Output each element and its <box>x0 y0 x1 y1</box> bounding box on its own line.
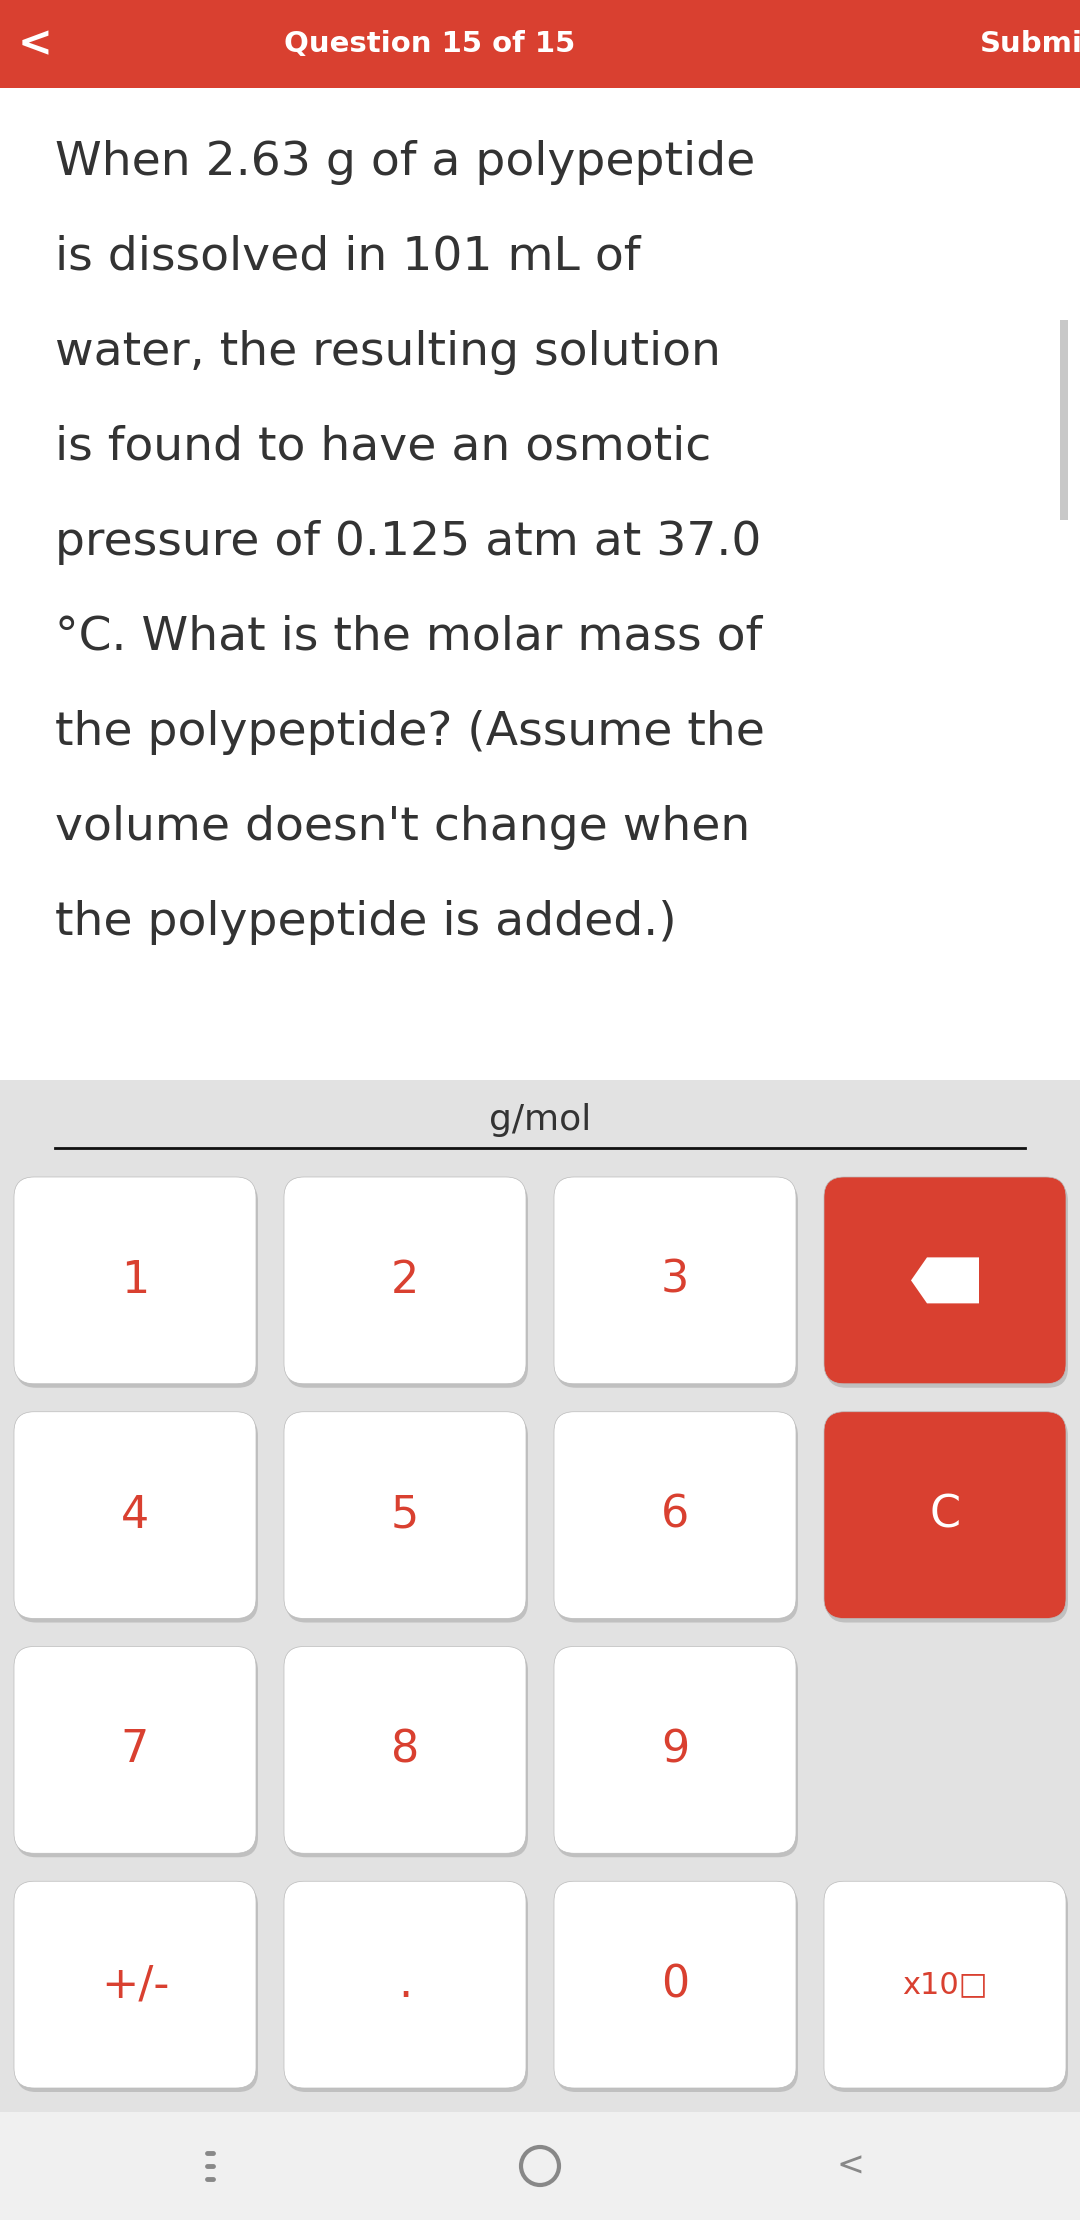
Bar <box>0 0 1080 89</box>
Text: x10□: x10□ <box>902 1969 988 2000</box>
Text: pressure of 0.125 atm at 37.0: pressure of 0.125 atm at 37.0 <box>55 519 761 566</box>
FancyBboxPatch shape <box>284 1177 526 1383</box>
FancyBboxPatch shape <box>556 1416 798 1623</box>
Text: is found to have an osmotic: is found to have an osmotic <box>55 424 712 471</box>
FancyBboxPatch shape <box>824 1177 1066 1383</box>
FancyBboxPatch shape <box>554 1412 796 1618</box>
FancyBboxPatch shape <box>286 1649 528 1858</box>
Text: volume doesn't change when: volume doesn't change when <box>55 806 751 850</box>
Bar <box>0 89 1080 1079</box>
FancyBboxPatch shape <box>286 1885 528 2091</box>
FancyBboxPatch shape <box>284 1880 526 2089</box>
FancyBboxPatch shape <box>826 1885 1068 2091</box>
Text: Submit: Submit <box>980 31 1080 58</box>
Bar <box>0 1079 1080 2111</box>
FancyBboxPatch shape <box>556 1181 798 1388</box>
FancyBboxPatch shape <box>16 1649 258 1858</box>
FancyBboxPatch shape <box>284 1647 526 1854</box>
Text: <: < <box>17 22 53 64</box>
Text: 8: 8 <box>391 1729 419 1772</box>
Text: .: . <box>397 1962 413 2007</box>
Text: 6: 6 <box>661 1494 689 1536</box>
FancyBboxPatch shape <box>284 1412 526 1618</box>
Text: 4: 4 <box>121 1494 149 1536</box>
Text: C: C <box>930 1494 960 1536</box>
FancyBboxPatch shape <box>826 1416 1068 1623</box>
FancyBboxPatch shape <box>824 1412 1066 1618</box>
Text: g/mol: g/mol <box>489 1103 591 1137</box>
FancyBboxPatch shape <box>14 1647 256 1854</box>
FancyBboxPatch shape <box>14 1880 256 2089</box>
Text: Question 15 of 15: Question 15 of 15 <box>284 31 576 58</box>
FancyBboxPatch shape <box>826 1181 1068 1388</box>
Text: is dissolved in 101 mL of: is dissolved in 101 mL of <box>55 235 640 280</box>
Text: 2: 2 <box>391 1259 419 1301</box>
FancyBboxPatch shape <box>556 1885 798 2091</box>
Text: 5: 5 <box>391 1494 419 1536</box>
Bar <box>0 2111 1080 2220</box>
Text: +/-: +/- <box>100 1962 170 2007</box>
Text: °C. What is the molar mass of: °C. What is the molar mass of <box>55 615 762 659</box>
Text: the polypeptide? (Assume the: the polypeptide? (Assume the <box>55 710 765 755</box>
Text: 7: 7 <box>121 1729 149 1772</box>
Text: 0: 0 <box>661 1962 689 2007</box>
FancyBboxPatch shape <box>556 1649 798 1858</box>
Bar <box>1059 320 1068 519</box>
Text: When 2.63 g of a polypeptide: When 2.63 g of a polypeptide <box>55 140 755 184</box>
FancyBboxPatch shape <box>14 1412 256 1618</box>
FancyBboxPatch shape <box>286 1181 528 1388</box>
Polygon shape <box>912 1257 978 1303</box>
Text: <: < <box>836 2149 864 2182</box>
FancyBboxPatch shape <box>286 1416 528 1623</box>
FancyBboxPatch shape <box>554 1647 796 1854</box>
FancyBboxPatch shape <box>554 1880 796 2089</box>
Text: the polypeptide is added.): the polypeptide is added.) <box>55 899 677 946</box>
FancyBboxPatch shape <box>16 1885 258 2091</box>
FancyBboxPatch shape <box>16 1181 258 1388</box>
FancyBboxPatch shape <box>16 1416 258 1623</box>
Text: water, the resulting solution: water, the resulting solution <box>55 331 720 375</box>
FancyBboxPatch shape <box>824 1880 1066 2089</box>
FancyBboxPatch shape <box>14 1177 256 1383</box>
FancyBboxPatch shape <box>554 1177 796 1383</box>
Text: 3: 3 <box>661 1259 689 1301</box>
Text: 9: 9 <box>661 1729 689 1772</box>
Text: 1: 1 <box>121 1259 149 1301</box>
